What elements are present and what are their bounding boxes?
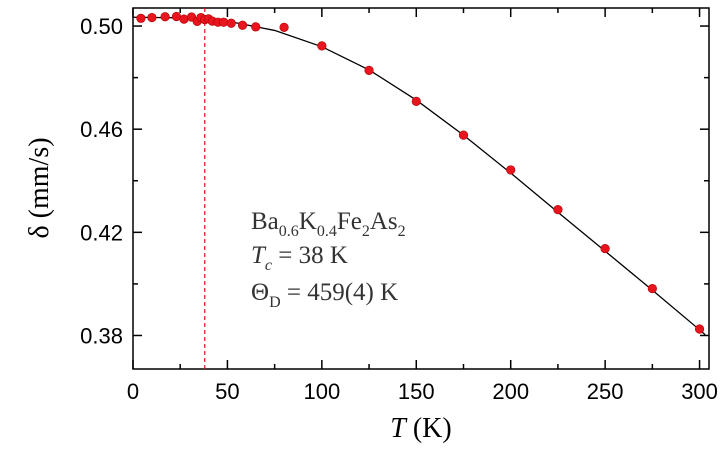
x-axis-label: T (K) <box>390 413 451 444</box>
x-tick-label: 0 <box>127 379 139 404</box>
data-point <box>694 324 705 334</box>
x-tick-label: 100 <box>303 379 340 404</box>
y-tick-label: 0.46 <box>80 117 123 142</box>
symbol-subscript: D <box>269 294 281 311</box>
data-point <box>226 18 236 28</box>
debye-temperature-label: ΘD = 459(4) K <box>251 279 398 311</box>
data-point <box>364 65 374 76</box>
data-point <box>647 283 657 294</box>
fit-curve <box>132 16 706 336</box>
formula-subscript: 2 <box>362 223 370 240</box>
formula-element: As <box>370 208 398 235</box>
data-point <box>136 13 146 23</box>
data-point <box>147 12 157 23</box>
symbol: Θ <box>251 279 269 306</box>
data-point <box>553 205 563 215</box>
data-point <box>458 130 469 140</box>
compound-formula: Ba0.6K0.4Fe2As2 <box>251 208 406 240</box>
data-point <box>160 12 170 22</box>
x-tick-label: 200 <box>492 379 529 404</box>
data-point <box>179 14 189 24</box>
data-point <box>237 20 248 30</box>
axis-ticks <box>132 8 709 369</box>
formula-element: Fe <box>337 208 362 235</box>
data-point <box>506 165 516 175</box>
y-tick-label: 0.42 <box>80 220 123 245</box>
data-point <box>251 22 261 32</box>
formula-subscript: 0.6 <box>279 223 299 240</box>
symbol-subscript: c <box>265 257 272 274</box>
data-point <box>411 96 421 106</box>
formula-subscript: 0.4 <box>317 223 337 240</box>
x-tick-label: 300 <box>681 379 718 404</box>
symbol: T <box>251 242 267 269</box>
y-axis-label: δ (mm/s) <box>24 137 55 238</box>
y-tick-label: 0.50 <box>80 14 123 39</box>
x-axis-unit: (K) <box>406 413 452 444</box>
annotation-block: Ba0.6K0.4Fe2As2 Tc = 38 K ΘD = 459(4) K <box>251 208 406 311</box>
data-point <box>317 41 327 51</box>
x-axis-symbol: T <box>390 413 408 444</box>
y-tick-label: 0.38 <box>80 323 123 348</box>
critical-temperature-label: Tc = 38 K <box>251 242 348 274</box>
x-tick-label: 250 <box>587 379 624 404</box>
formula-subscript: 2 <box>398 223 406 240</box>
data-points <box>136 11 705 334</box>
data-point <box>600 243 610 254</box>
value-text: = 459(4) K <box>281 279 399 306</box>
x-tick-label: 50 <box>215 379 239 404</box>
data-point <box>219 17 229 27</box>
data-point <box>279 22 289 32</box>
formula-element: Ba <box>251 208 279 235</box>
x-tick-label: 150 <box>398 379 435 404</box>
formula-element: K <box>299 208 317 235</box>
plot-frame <box>132 7 710 370</box>
value-text: = 38 K <box>272 242 348 269</box>
